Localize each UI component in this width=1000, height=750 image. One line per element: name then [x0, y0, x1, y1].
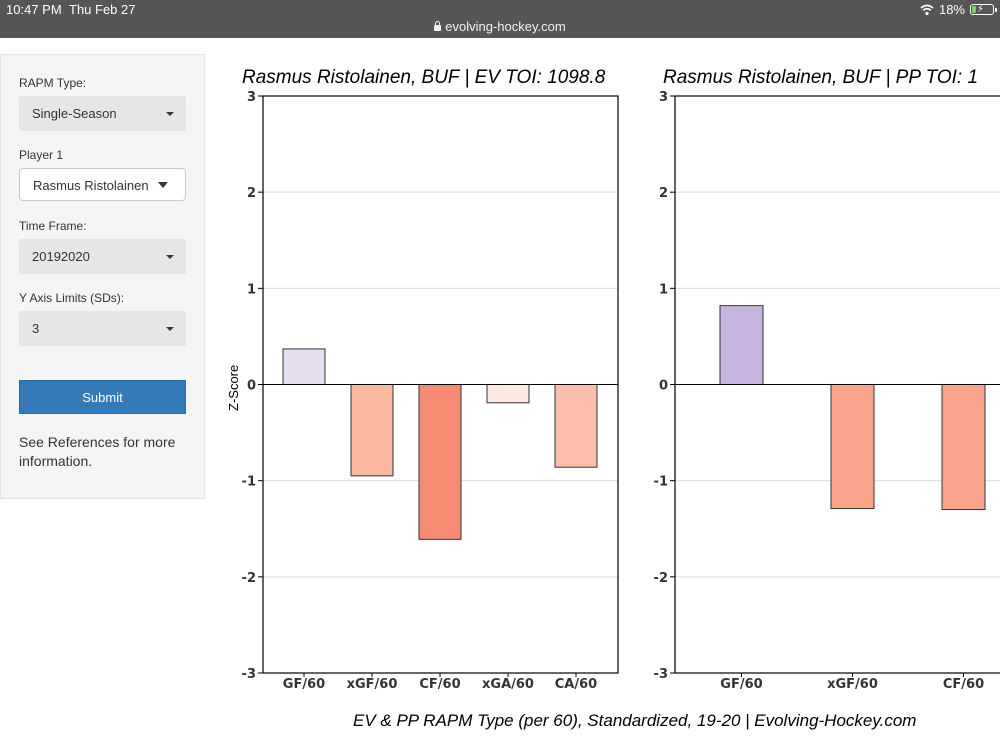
- y-tick-label: -2: [242, 571, 256, 586]
- plot-frame: [674, 95, 1000, 674]
- x-tick-label: xGF/60: [347, 677, 398, 692]
- player-select[interactable]: Rasmus Ristolainen: [19, 168, 186, 201]
- y-tick-label: 0: [247, 379, 256, 394]
- timeframe-value: 20192020: [32, 249, 90, 264]
- ylim-label: Y Axis Limits (SDs):: [19, 291, 125, 305]
- submit-button[interactable]: Submit: [19, 380, 186, 414]
- y-tick-label: 2: [247, 186, 256, 201]
- bar: [350, 384, 394, 477]
- rapm-type-value: Single-Season: [32, 106, 117, 121]
- y-tick-label: 1: [247, 282, 256, 297]
- chevron-down-icon: [166, 112, 174, 116]
- chart-footer: EV & PP RAPM Type (per 60), Standardized…: [353, 711, 917, 730]
- address-bar[interactable]: evolving-hockey.com: [0, 19, 1000, 34]
- sidebar-panel: RAPM Type: Single-Season Player 1 Rasmus…: [0, 54, 205, 499]
- x-tick-label: GF/60: [283, 677, 325, 692]
- ylim-select[interactable]: 3: [19, 311, 186, 346]
- chevron-down-icon: [166, 255, 174, 259]
- x-tick-label: CA/60: [555, 677, 597, 692]
- player-value: Rasmus Ristolainen: [33, 178, 149, 193]
- lock-icon: [434, 21, 442, 31]
- bar: [554, 384, 598, 468]
- bar: [830, 384, 875, 510]
- chevron-down-icon: [158, 182, 168, 188]
- x-tick-label: xGF/60: [827, 677, 878, 692]
- bar: [486, 384, 530, 404]
- y-tick-label: 2: [659, 186, 668, 201]
- plot-frame: [262, 95, 619, 674]
- battery-icon: ⚡: [970, 4, 997, 15]
- chevron-down-icon: [166, 327, 174, 331]
- references-note: See References for more information.: [19, 434, 176, 469]
- rapm-type-select[interactable]: Single-Season: [19, 96, 186, 131]
- y-tick-label: -1: [654, 475, 668, 490]
- chart-title-pp: Rasmus Ristolainen, BUF | PP TOI: 1: [663, 67, 979, 88]
- timeframe-select[interactable]: 20192020: [19, 239, 186, 274]
- y-tick-label: 1: [659, 282, 668, 297]
- x-tick-label: CF/60: [419, 677, 460, 692]
- timeframe-label: Time Frame:: [19, 219, 87, 233]
- bar: [282, 348, 326, 385]
- bar: [418, 384, 462, 540]
- y-tick-label: 3: [659, 90, 668, 105]
- x-tick-label: GF/60: [720, 677, 762, 692]
- status-date: Thu Feb 27: [69, 2, 136, 17]
- x-tick-label: CF/60: [943, 677, 984, 692]
- y-tick-label: -3: [654, 667, 668, 682]
- status-indicators: 18% ⚡: [920, 2, 997, 17]
- browser-top-bar: 10:47 PM Thu Feb 27 18% ⚡ evolving-hocke…: [0, 0, 1000, 38]
- y-tick-label: -2: [654, 571, 668, 586]
- url-text: evolving-hockey.com: [445, 19, 566, 34]
- battery-percent: 18%: [938, 2, 965, 17]
- rapm-type-label: RAPM Type:: [19, 76, 87, 90]
- wifi-icon: [920, 4, 934, 15]
- y-tick-label: -3: [242, 667, 256, 682]
- ylim-value: 3: [32, 321, 40, 336]
- y-tick-label: 3: [247, 90, 256, 105]
- bar: [941, 384, 986, 511]
- bar: [719, 305, 764, 386]
- status-time: 10:47 PM: [6, 2, 62, 17]
- y-tick-label: 0: [659, 379, 668, 394]
- y-tick-label: -1: [242, 475, 256, 490]
- x-tick-label: xGA/60: [482, 677, 534, 692]
- chart-title-ev: Rasmus Ristolainen, BUF | EV TOI: 1098.8: [242, 67, 606, 88]
- player-label: Player 1: [19, 148, 64, 162]
